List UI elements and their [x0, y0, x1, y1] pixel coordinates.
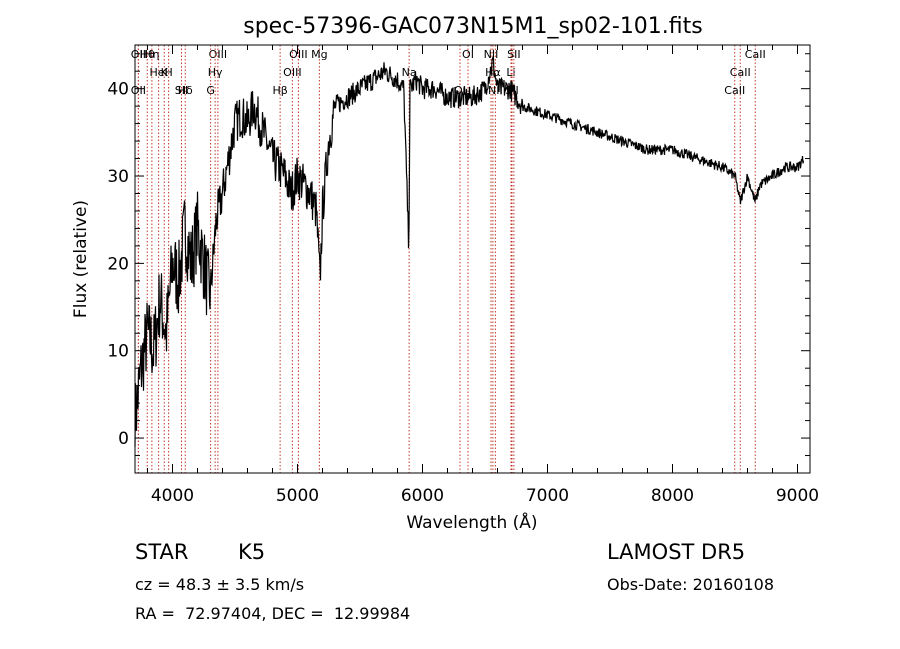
x-tick-label: 8000	[651, 486, 694, 506]
x-tick-label: 6000	[401, 486, 444, 506]
line-marker-label: OII	[131, 84, 146, 97]
object-subclass: K5	[238, 540, 266, 564]
object-class: STAR	[135, 540, 189, 564]
velocity-readout: cz = 48.3 ± 3.5 km/s	[135, 575, 305, 594]
x-axis: 4000 5000 6000 7000 8000 9000	[147, 45, 819, 506]
x-tick-label: 7000	[526, 486, 569, 506]
line-marker-label: NII	[484, 48, 499, 61]
observation-date: Obs-Date: 20160108	[607, 575, 775, 594]
x-tick-label: 4000	[151, 486, 194, 506]
coordinates-readout: RA = 72.97404, DEC = 12.99984	[135, 604, 411, 623]
survey-name: LAMOST DR5	[607, 540, 746, 564]
line-marker-label: SII	[507, 48, 520, 61]
line-marker-label: H	[164, 66, 172, 79]
y-axis-label: Flux (relative)	[71, 200, 91, 318]
line-marker-label: Hη	[144, 48, 159, 61]
y-axis: 0 10 20 30 40	[107, 53, 810, 457]
y-tick-label: 40	[107, 80, 129, 100]
line-marker-label: K	[161, 66, 169, 79]
line-marker-label: OIII	[283, 66, 301, 79]
line-marker-label: Mg	[311, 48, 327, 61]
line-marker-label: OI	[454, 84, 466, 97]
chart-title: spec-57396-GAC073N15M1_sp02-101.fits	[243, 14, 703, 39]
spectral-line-markers: HθKHδOIIHeISIIOIIIHγOIIHηHGOIIIOIIIHβMgN…	[131, 45, 766, 473]
x-axis-label: Wavelength (Å)	[406, 511, 537, 533]
line-marker-label: CaII	[730, 66, 751, 79]
y-tick-label: 0	[118, 429, 129, 449]
line-marker-label: Li	[506, 66, 515, 79]
line-marker-label: CaII	[745, 48, 766, 61]
y-tick-label: 30	[107, 167, 129, 187]
line-marker-label: OI	[462, 48, 474, 61]
spectrum-series-line	[134, 56, 805, 447]
line-marker-label: OIII	[209, 48, 227, 61]
x-tick-label: 5000	[276, 486, 319, 506]
line-marker-label: Hβ	[272, 84, 287, 97]
line-marker-label: CaII	[724, 84, 745, 97]
y-tick-label: 20	[107, 254, 129, 274]
x-tick-label: 9000	[776, 486, 819, 506]
line-marker-label: HeI	[149, 66, 167, 79]
line-marker-label: OIII	[289, 48, 307, 61]
line-marker-label: Na	[402, 66, 417, 79]
y-tick-label: 10	[107, 342, 129, 362]
line-marker-label: Hα	[485, 66, 501, 79]
line-marker-label: G	[206, 84, 215, 97]
line-marker-label: SII	[175, 84, 188, 97]
line-marker-label: Hθ	[140, 48, 155, 61]
line-marker-label: Hγ	[208, 66, 223, 79]
